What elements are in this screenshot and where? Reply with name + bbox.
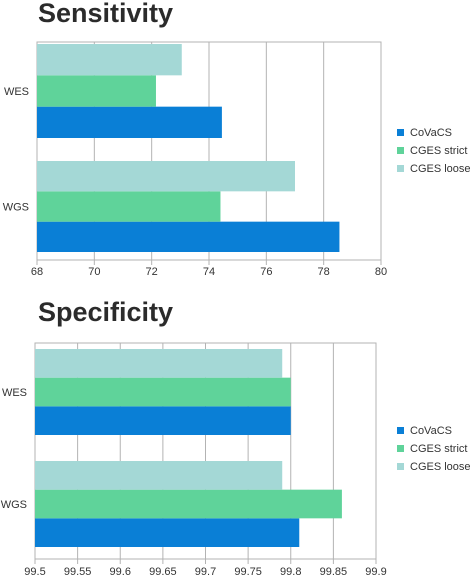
category-label: WES xyxy=(4,86,29,98)
bar-wes-covacs xyxy=(37,106,222,138)
legend-swatch xyxy=(397,445,404,452)
legend-swatch xyxy=(397,165,404,172)
chart-1: Specificity 99.5 99.55 99.6 99.65 99.7 99.75 99… xyxy=(1,297,471,578)
category-label: WGS xyxy=(1,499,27,511)
bar-wgs-cges-strict xyxy=(35,489,342,519)
legend-swatch xyxy=(397,147,404,154)
legend-label: CGES loose xyxy=(410,461,471,473)
legend-swatch xyxy=(397,427,404,434)
x-tick-label: 68 xyxy=(31,266,43,278)
bar-wgs-cges-loose xyxy=(35,461,283,490)
x-tick-label: 99.8 xyxy=(280,566,301,578)
x-tick-label: 80 xyxy=(375,266,387,278)
x-tick-label: 74 xyxy=(203,266,215,278)
bar-wes-covacs xyxy=(35,406,291,435)
chart-title: Specificity xyxy=(38,297,173,327)
x-tick-label: 99.75 xyxy=(234,566,262,578)
x-tick-label: 70 xyxy=(88,266,100,278)
chart-0: Sensitivity 68 70 72 74 76 78 80 WES WGS CoVaCS CGE… xyxy=(3,0,471,278)
legend-swatch xyxy=(397,463,404,470)
chart-title: Sensitivity xyxy=(38,0,173,28)
bar-wgs-cges-strict xyxy=(37,191,221,222)
legend-label: CoVaCS xyxy=(410,127,452,139)
bar-wes-cges-strict xyxy=(35,377,291,407)
legend-label: CGES loose xyxy=(410,163,471,175)
legend-label: CoVaCS xyxy=(410,425,452,437)
x-tick-label: 99.5 xyxy=(24,566,45,578)
x-tick-label: 78 xyxy=(318,266,330,278)
x-tick-label: 99.9 xyxy=(365,566,386,578)
bar-wes-cges-loose xyxy=(35,349,283,378)
bar-wgs-covacs xyxy=(35,518,300,547)
x-tick-label: 99.55 xyxy=(64,566,92,578)
bar-wgs-cges-loose xyxy=(37,161,295,192)
legend-label: CGES strict xyxy=(410,443,467,455)
x-tick-label: 99.85 xyxy=(320,566,348,578)
x-tick-label: 99.6 xyxy=(110,566,131,578)
bar-wgs-covacs xyxy=(37,221,340,252)
legend-label: CGES strict xyxy=(410,145,467,157)
bar-wes-cges-loose xyxy=(37,44,182,76)
category-label: WES xyxy=(2,387,27,399)
category-label: WGS xyxy=(3,202,29,214)
x-tick-label: 72 xyxy=(146,266,158,278)
legend-swatch xyxy=(397,129,404,136)
x-tick-label: 76 xyxy=(260,266,272,278)
bar-wes-cges-strict xyxy=(37,75,156,107)
x-tick-label: 99.65 xyxy=(149,566,177,578)
x-tick-label: 99.7 xyxy=(195,566,216,578)
